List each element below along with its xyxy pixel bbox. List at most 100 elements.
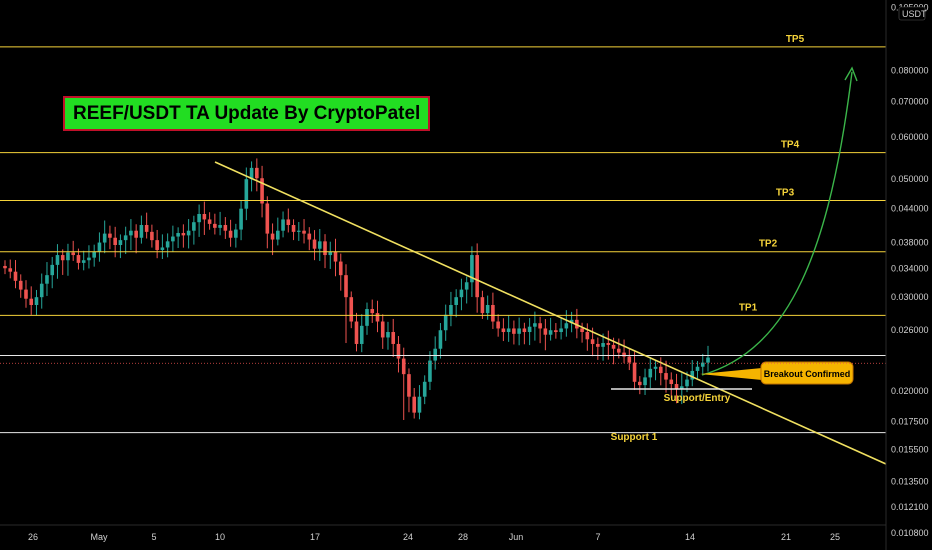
candle-down [338, 261, 343, 276]
candle-up [417, 396, 422, 413]
projection-arrowhead [844, 66, 858, 82]
candle-up [517, 328, 521, 334]
y-tick-label: 0.015500 [891, 445, 929, 455]
candle-down [554, 330, 558, 333]
candle-down [590, 339, 595, 344]
candle-down [113, 237, 117, 246]
candle-down [349, 297, 354, 322]
y-tick-label: 0.060000 [891, 132, 929, 142]
candle-up [601, 343, 605, 347]
candle-down [76, 255, 81, 263]
candle-down [580, 328, 584, 333]
breakout-pointer [700, 368, 762, 380]
candle-up [386, 332, 390, 338]
candle-down [255, 167, 259, 179]
candle-down [312, 239, 317, 249]
candle-up [485, 305, 490, 314]
y-tick-label: 0.012100 [891, 502, 929, 512]
candle-down [627, 356, 632, 363]
candle-up [548, 330, 553, 335]
price-axis [886, 0, 932, 550]
candle-down [407, 374, 411, 397]
candle-up [296, 230, 301, 232]
y-tick-label: 0.038000 [891, 238, 929, 248]
level-label: TP3 [776, 187, 795, 198]
x-tick-label: 10 [215, 532, 225, 542]
candle-down [664, 373, 668, 380]
candle-up [197, 213, 201, 223]
candle-up [249, 167, 254, 180]
candle-up [648, 368, 653, 378]
candle-up [34, 297, 39, 306]
candle-up [276, 230, 280, 240]
candle-down [669, 379, 674, 385]
chart-title: REEF/USDT TA Update By CryptoPatel [63, 96, 431, 131]
candle-down [412, 396, 417, 413]
x-tick-label: 7 [595, 532, 600, 542]
y-tick-label: 0.013500 [891, 477, 929, 487]
x-tick-label: 5 [151, 532, 156, 542]
y-tick-label: 0.044000 [891, 204, 929, 214]
candle-down [302, 230, 306, 234]
candle-down [18, 280, 23, 290]
candle-down [522, 328, 527, 333]
candle-down [596, 343, 600, 347]
candle-down [3, 265, 7, 269]
candle-up [92, 251, 96, 258]
candle-up [564, 323, 569, 329]
unit-label: USDT [902, 9, 927, 19]
candle-down [611, 344, 616, 349]
candle-down [307, 233, 312, 240]
support-1-label: Support 1 [611, 432, 658, 443]
candle-down [501, 328, 506, 333]
candle-up [102, 233, 107, 243]
candle-down [491, 305, 495, 322]
y-tick-label: 0.030000 [891, 292, 929, 302]
candle-down [344, 275, 348, 298]
candle-down [617, 348, 621, 353]
candle-up [139, 224, 144, 238]
candle-up [81, 260, 86, 263]
candle-down [71, 252, 76, 256]
candle-up [422, 381, 427, 397]
candle-up [533, 323, 537, 327]
candle-up [700, 362, 705, 367]
candle-up [281, 219, 285, 231]
candle-up [129, 230, 133, 236]
x-tick-label: 28 [458, 532, 468, 542]
x-tick-label: 25 [830, 532, 840, 542]
candle-up [464, 282, 469, 290]
candle-up [55, 255, 60, 265]
candle-up [690, 370, 695, 380]
x-tick-label: 21 [781, 532, 791, 542]
candle-down [538, 323, 542, 329]
candle-up [569, 319, 574, 324]
candle-down [674, 384, 679, 389]
candle-up [653, 366, 658, 369]
candle-up [328, 251, 333, 256]
candle-down [658, 366, 663, 374]
candle-up [695, 366, 700, 371]
candle-down [333, 251, 338, 262]
candle-down [637, 381, 642, 386]
candle-up [239, 208, 243, 230]
candle-up [428, 360, 432, 382]
candle-down [260, 178, 264, 204]
candle-up [39, 283, 44, 298]
candle-up [559, 328, 563, 333]
candle-up [218, 224, 222, 228]
candle-up [118, 240, 123, 246]
x-tick-label: 26 [28, 532, 38, 542]
candle-down [213, 223, 217, 228]
candle-down [13, 271, 18, 281]
candle-down [228, 230, 233, 238]
candle-down [354, 321, 359, 344]
support-entry-label: Support/Entry [664, 393, 731, 404]
y-tick-label: 0.020000 [891, 386, 929, 396]
candle-down [108, 233, 112, 238]
candle-down [480, 297, 485, 314]
candle-down [24, 289, 28, 299]
candle-down [223, 224, 228, 231]
level-label: TP4 [781, 140, 800, 151]
